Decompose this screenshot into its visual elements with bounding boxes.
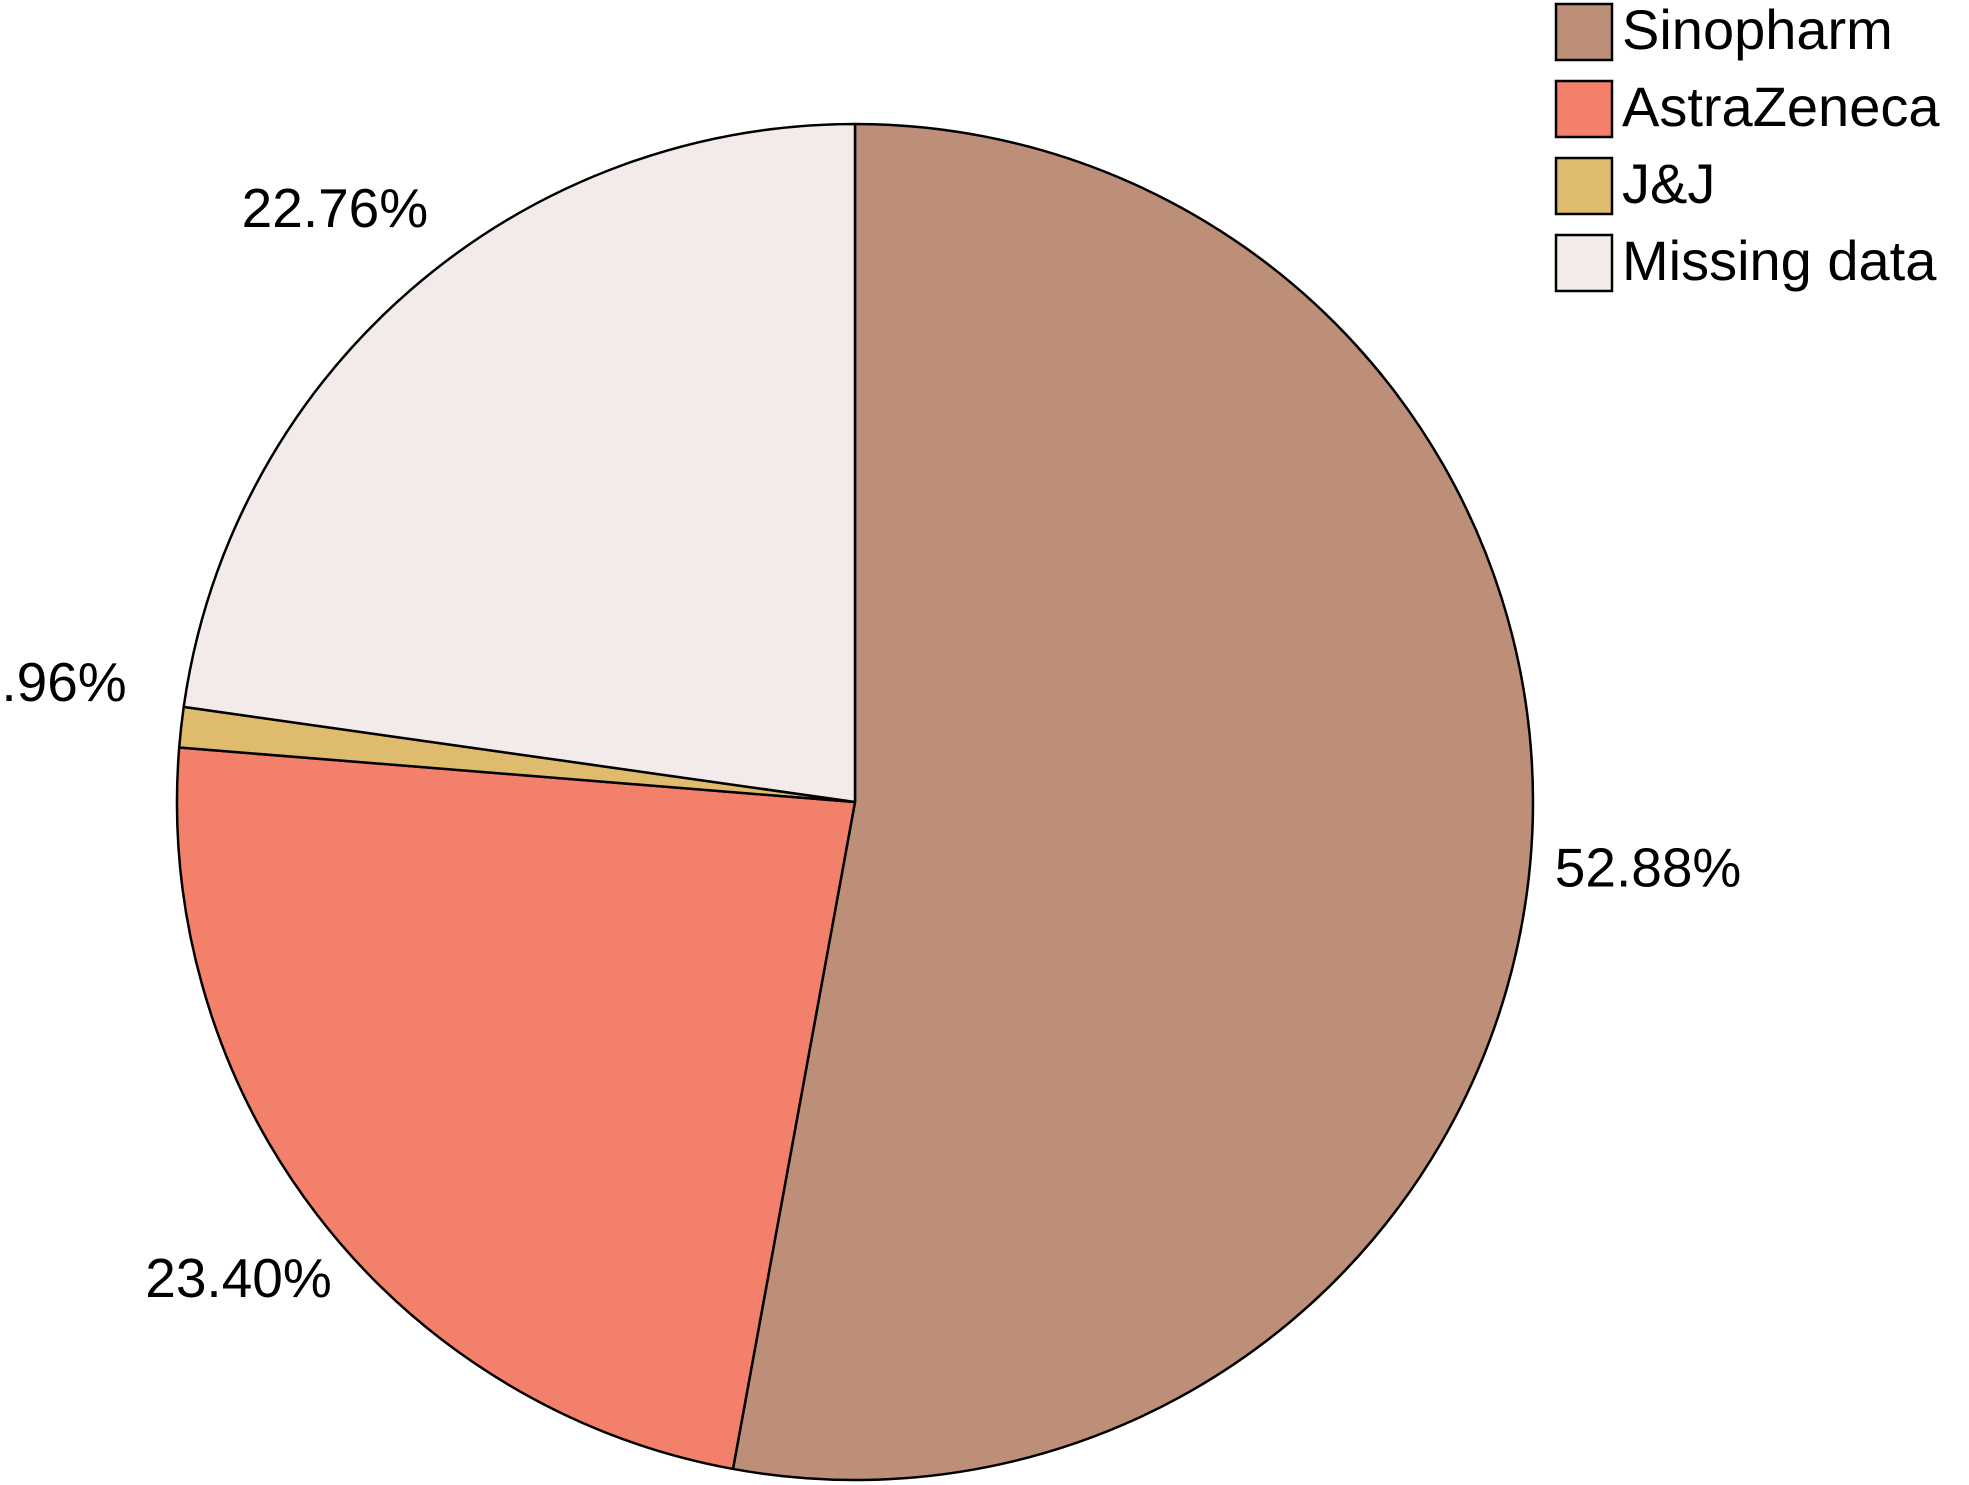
slice-label-missing-data: 22.76% xyxy=(242,177,429,239)
legend-label-sinopharm: Sinopharm xyxy=(1622,0,1893,61)
slice-label-jandj: 0.96% xyxy=(0,651,127,713)
legend-swatch-missing-data xyxy=(1554,233,1614,293)
pie-slice-sinopharm xyxy=(731,122,1535,1482)
legend-swatch-jandj xyxy=(1554,156,1614,216)
legend-label-astrazeneca: AstraZeneca xyxy=(1622,75,1940,138)
slice-label-sinopharm: 52.88% xyxy=(1555,836,1742,898)
slice-label-astrazeneca: 23.40% xyxy=(145,1247,332,1309)
pie-slices xyxy=(175,122,1535,1482)
legend: Sinopharm AstraZeneca J&J Missing data xyxy=(1554,0,1940,293)
pie-slice-astrazeneca xyxy=(175,746,857,1471)
legend-swatch-sinopharm xyxy=(1554,2,1614,62)
pie-slice-missing-data xyxy=(182,122,857,804)
legend-swatch-astrazeneca xyxy=(1554,79,1614,139)
legend-label-missing-data: Missing data xyxy=(1622,229,1937,292)
legend-label-jandj: J&J xyxy=(1622,152,1715,215)
pie-labels: 52.88% 23.40% 0.96% 22.76% xyxy=(0,177,1741,1309)
